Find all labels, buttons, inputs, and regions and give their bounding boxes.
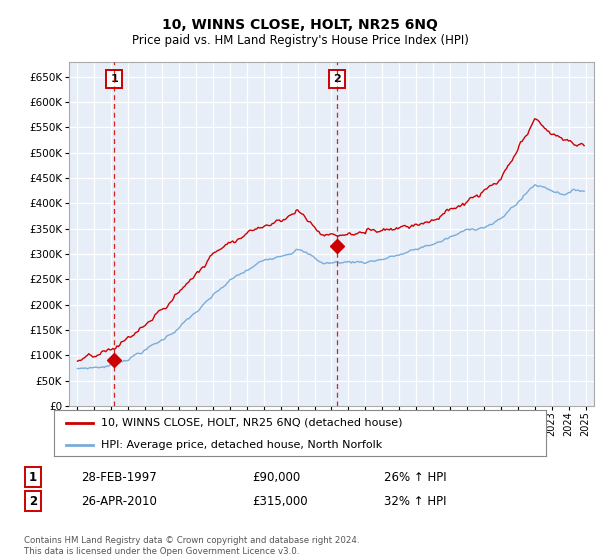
Text: £90,000: £90,000 [252, 470, 300, 484]
Text: 10, WINNS CLOSE, HOLT, NR25 6NQ (detached house): 10, WINNS CLOSE, HOLT, NR25 6NQ (detache… [101, 418, 402, 428]
Text: Price paid vs. HM Land Registry's House Price Index (HPI): Price paid vs. HM Land Registry's House … [131, 34, 469, 47]
Text: 28-FEB-1997: 28-FEB-1997 [81, 470, 157, 484]
Text: £315,000: £315,000 [252, 494, 308, 508]
Text: 2: 2 [29, 494, 37, 508]
Text: 1: 1 [110, 74, 118, 85]
Text: 32% ↑ HPI: 32% ↑ HPI [384, 494, 446, 508]
Text: 10, WINNS CLOSE, HOLT, NR25 6NQ: 10, WINNS CLOSE, HOLT, NR25 6NQ [162, 18, 438, 32]
Text: 26-APR-2010: 26-APR-2010 [81, 494, 157, 508]
Text: HPI: Average price, detached house, North Norfolk: HPI: Average price, detached house, Nort… [101, 440, 382, 450]
Text: 26% ↑ HPI: 26% ↑ HPI [384, 470, 446, 484]
Text: Contains HM Land Registry data © Crown copyright and database right 2024.
This d: Contains HM Land Registry data © Crown c… [24, 536, 359, 556]
Text: 2: 2 [333, 74, 341, 85]
Text: 1: 1 [29, 470, 37, 484]
